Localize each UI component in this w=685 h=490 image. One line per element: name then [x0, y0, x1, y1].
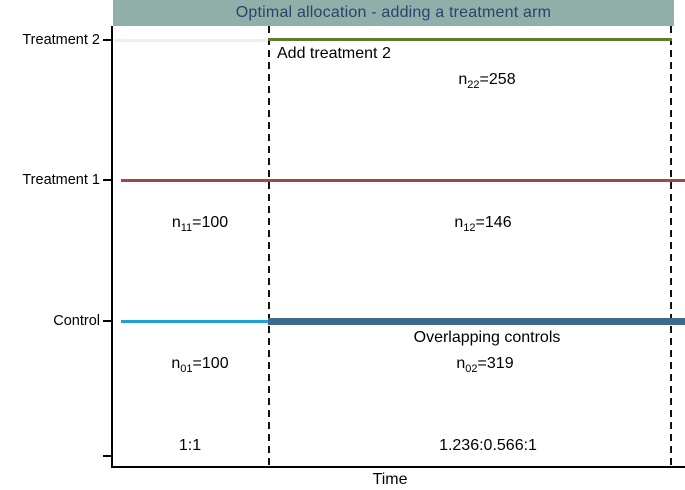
y-tick-treatment-1: [103, 179, 112, 181]
n02-base: n: [456, 355, 466, 372]
chart-title-bar: Optimal allocation - adding a treatment …: [113, 0, 674, 26]
x-axis-title: Time: [372, 471, 408, 488]
n02-value: =319: [477, 355, 514, 372]
n02-subscript: 02: [465, 363, 478, 376]
n01-label: n01=100: [171, 354, 229, 376]
period-1-ratio-label: 1:1: [178, 437, 202, 454]
n01-base: n: [171, 355, 181, 372]
y-axis-line: [111, 26, 113, 468]
treatment-2-line: [268, 38, 672, 41]
n22-base: n: [458, 71, 468, 88]
y-tick-treatment-2: [103, 39, 112, 41]
period-2-ratio-label: 1.236:0.566:1: [439, 437, 537, 454]
n12-label: n12=146: [454, 213, 512, 235]
n01-value: =100: [192, 355, 229, 372]
n01-subscript: 01: [180, 363, 193, 376]
overlapping-controls-label: Overlapping controls: [413, 329, 561, 346]
y-label-treatment-2: Treatment 2: [22, 32, 100, 48]
period-divider-end: [670, 26, 672, 467]
y-tick-baseline: [103, 455, 112, 457]
n02-label: n02=319: [456, 354, 514, 376]
y-label-control: Control: [53, 313, 100, 329]
control-line-period-1: [121, 320, 268, 323]
treatment-1-line: [121, 179, 685, 182]
add-treatment-2-label: Add treatment 2: [277, 45, 391, 62]
x-axis-line: [111, 466, 685, 468]
period-divider-add-arm: [268, 26, 270, 467]
y-label-treatment-1: Treatment 1: [22, 172, 100, 188]
n22-label: n22=258: [458, 70, 516, 92]
chart-title: Optimal allocation - adding a treatment …: [235, 4, 552, 21]
n22-subscript: 22: [467, 79, 480, 92]
n12-base: n: [454, 214, 464, 231]
treatment-2-placeholder-line: [114, 39, 268, 42]
y-tick-control: [103, 320, 112, 322]
n11-base: n: [171, 214, 181, 231]
n11-value: =100: [192, 214, 229, 231]
n11-label: n11=100: [171, 213, 229, 235]
n12-value: =146: [475, 214, 512, 231]
control-line-period-2: [268, 318, 685, 325]
n22-value: =258: [479, 71, 516, 88]
n11-subscript: 11: [180, 222, 193, 235]
n12-subscript: 12: [463, 222, 476, 235]
